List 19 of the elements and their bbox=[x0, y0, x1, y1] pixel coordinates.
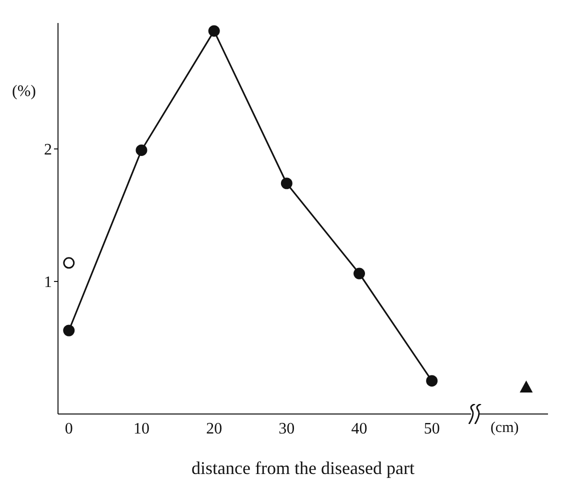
y-tick-label: 2 bbox=[44, 142, 52, 159]
y-tick-label: 1 bbox=[44, 274, 52, 292]
point bbox=[63, 257, 75, 269]
point bbox=[354, 268, 366, 280]
text: (cm) bbox=[490, 420, 519, 437]
x-tick-label: 0 bbox=[64, 420, 73, 438]
point bbox=[520, 380, 533, 392]
y-axis-title: (%) bbox=[12, 83, 36, 101]
x-tick-label: 10 bbox=[133, 420, 150, 438]
point bbox=[63, 324, 75, 336]
x-tick-label: 50 bbox=[424, 420, 440, 438]
point bbox=[426, 375, 438, 387]
point bbox=[208, 25, 220, 37]
x-tick-label: 40 bbox=[351, 420, 368, 438]
x-tick-label: 30 bbox=[278, 420, 295, 438]
point bbox=[280, 178, 292, 190]
x-axis-title: distance from the diseased part bbox=[192, 458, 414, 478]
x-tick-label: 20 bbox=[206, 420, 222, 438]
point bbox=[136, 144, 148, 156]
